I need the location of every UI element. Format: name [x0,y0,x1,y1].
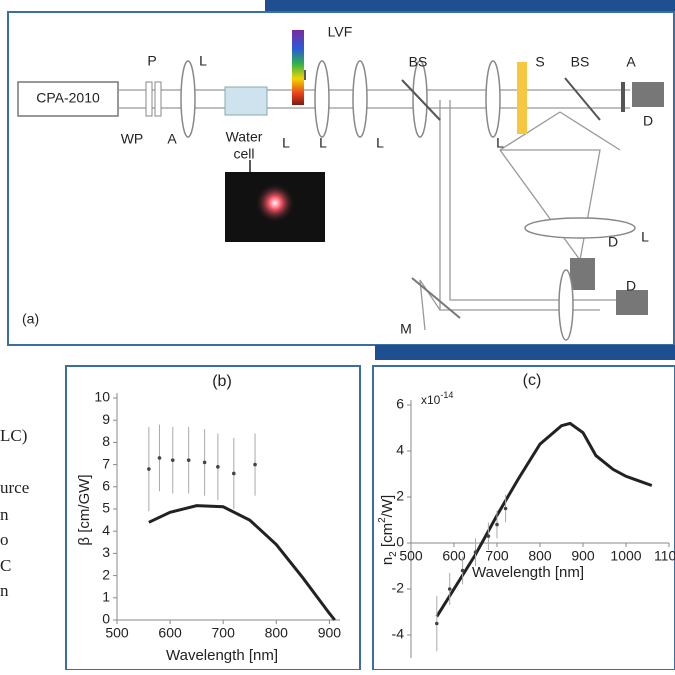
y-axis-label-part: [cm [379,523,396,551]
side-text: LC) [0,426,27,445]
label: A [626,54,636,70]
x-tick-label: 700 [212,625,236,641]
label: D [643,113,653,129]
panel-a-frame [7,11,675,346]
curve [435,421,653,618]
y-tick-label: -2 [392,580,405,596]
y-axis-label-part: /W] [379,495,396,518]
label: D [608,234,618,250]
chart-title: (b) [212,373,232,390]
label: (a) [22,311,39,327]
setup [17,30,664,341]
y-tick-label: 1 [102,589,110,605]
label: L [376,135,384,151]
y-tick-label: 8 [102,433,110,449]
y-tick-label: -4 [392,626,405,642]
x-tick-label: 1000 [610,548,641,564]
side-text: n [0,505,9,524]
label: L [319,135,327,151]
y-axis-label-part: 2 [377,517,388,523]
y-tick-label: 2 [396,488,404,504]
point [473,550,478,554]
point [503,506,508,511]
y-axis-label: n2 [cm2/W] [377,495,399,565]
point [495,522,499,527]
point [253,462,257,467]
banner [265,0,675,12]
x-tick-label: 1100 [654,548,675,564]
side-text: C [0,556,11,575]
y-scale-exp: -14 [440,390,453,400]
curve [148,504,336,621]
label: LVF [328,24,353,40]
banner [375,345,675,360]
y-tick-label: 9 [102,411,110,427]
point [435,621,439,626]
label: A [167,131,177,147]
y-axis-label: β [cm/GW] [76,474,93,545]
y-axis-label-part: 2 [388,551,399,557]
x-axis-label: Wavelength [nm] [472,564,584,581]
label: BS [409,54,428,70]
x-tick-label: 600 [442,548,466,564]
x-axis-label: Wavelength [nm] [166,647,278,664]
y-tick-label: 6 [102,478,110,494]
point [186,458,191,462]
x-tick-label: 500 [399,548,423,564]
label: BS [571,54,590,70]
x-tick-label: 600 [158,625,182,641]
label: WP [121,131,144,147]
label: P [147,53,156,69]
side-text: n [0,581,9,600]
point [170,458,175,462]
y-tick-label: 0 [102,611,110,627]
side-text: urce [0,478,29,497]
y-tick-label: 2 [102,566,110,582]
x-tick-label: 800 [528,548,552,564]
label: D [626,278,636,294]
point [232,471,236,476]
label: L [496,135,504,151]
label: L [641,229,649,245]
y-tick-label: 10 [94,389,110,405]
point [202,460,207,465]
point [147,467,151,471]
x-tick-label: 700 [485,548,509,564]
y-axis-label-part: n [379,557,396,565]
x-tick-label: 800 [265,625,289,641]
chart-title: (c) [523,372,542,389]
y-scale: x10-14 [421,390,453,407]
label: M [400,321,412,337]
x-tick-label: 500 [105,625,129,641]
side-text: o [0,530,9,549]
label: L [199,53,207,69]
x-tick-label: 900 [571,548,595,564]
y-scale-base: x10 [421,393,441,407]
y-tick-label: 7 [102,455,110,471]
y-tick-label: 4 [396,442,404,458]
y-tick-label: 5 [102,500,110,516]
label: cell [233,146,254,162]
y-tick-label: 6 [396,396,404,412]
y-tick-label: 3 [102,544,110,560]
point [157,456,162,460]
x-tick-label: 900 [318,625,342,641]
label: S [535,54,544,70]
point [486,534,491,538]
point [216,465,220,469]
label: Water [226,129,263,145]
point [447,587,452,591]
y-tick-label: 4 [102,522,110,538]
panel-c-frame [372,365,675,671]
label: L [282,135,290,151]
point [460,568,465,573]
y-tick-label: 0 [396,534,404,550]
label: CPA-2010 [36,90,100,106]
